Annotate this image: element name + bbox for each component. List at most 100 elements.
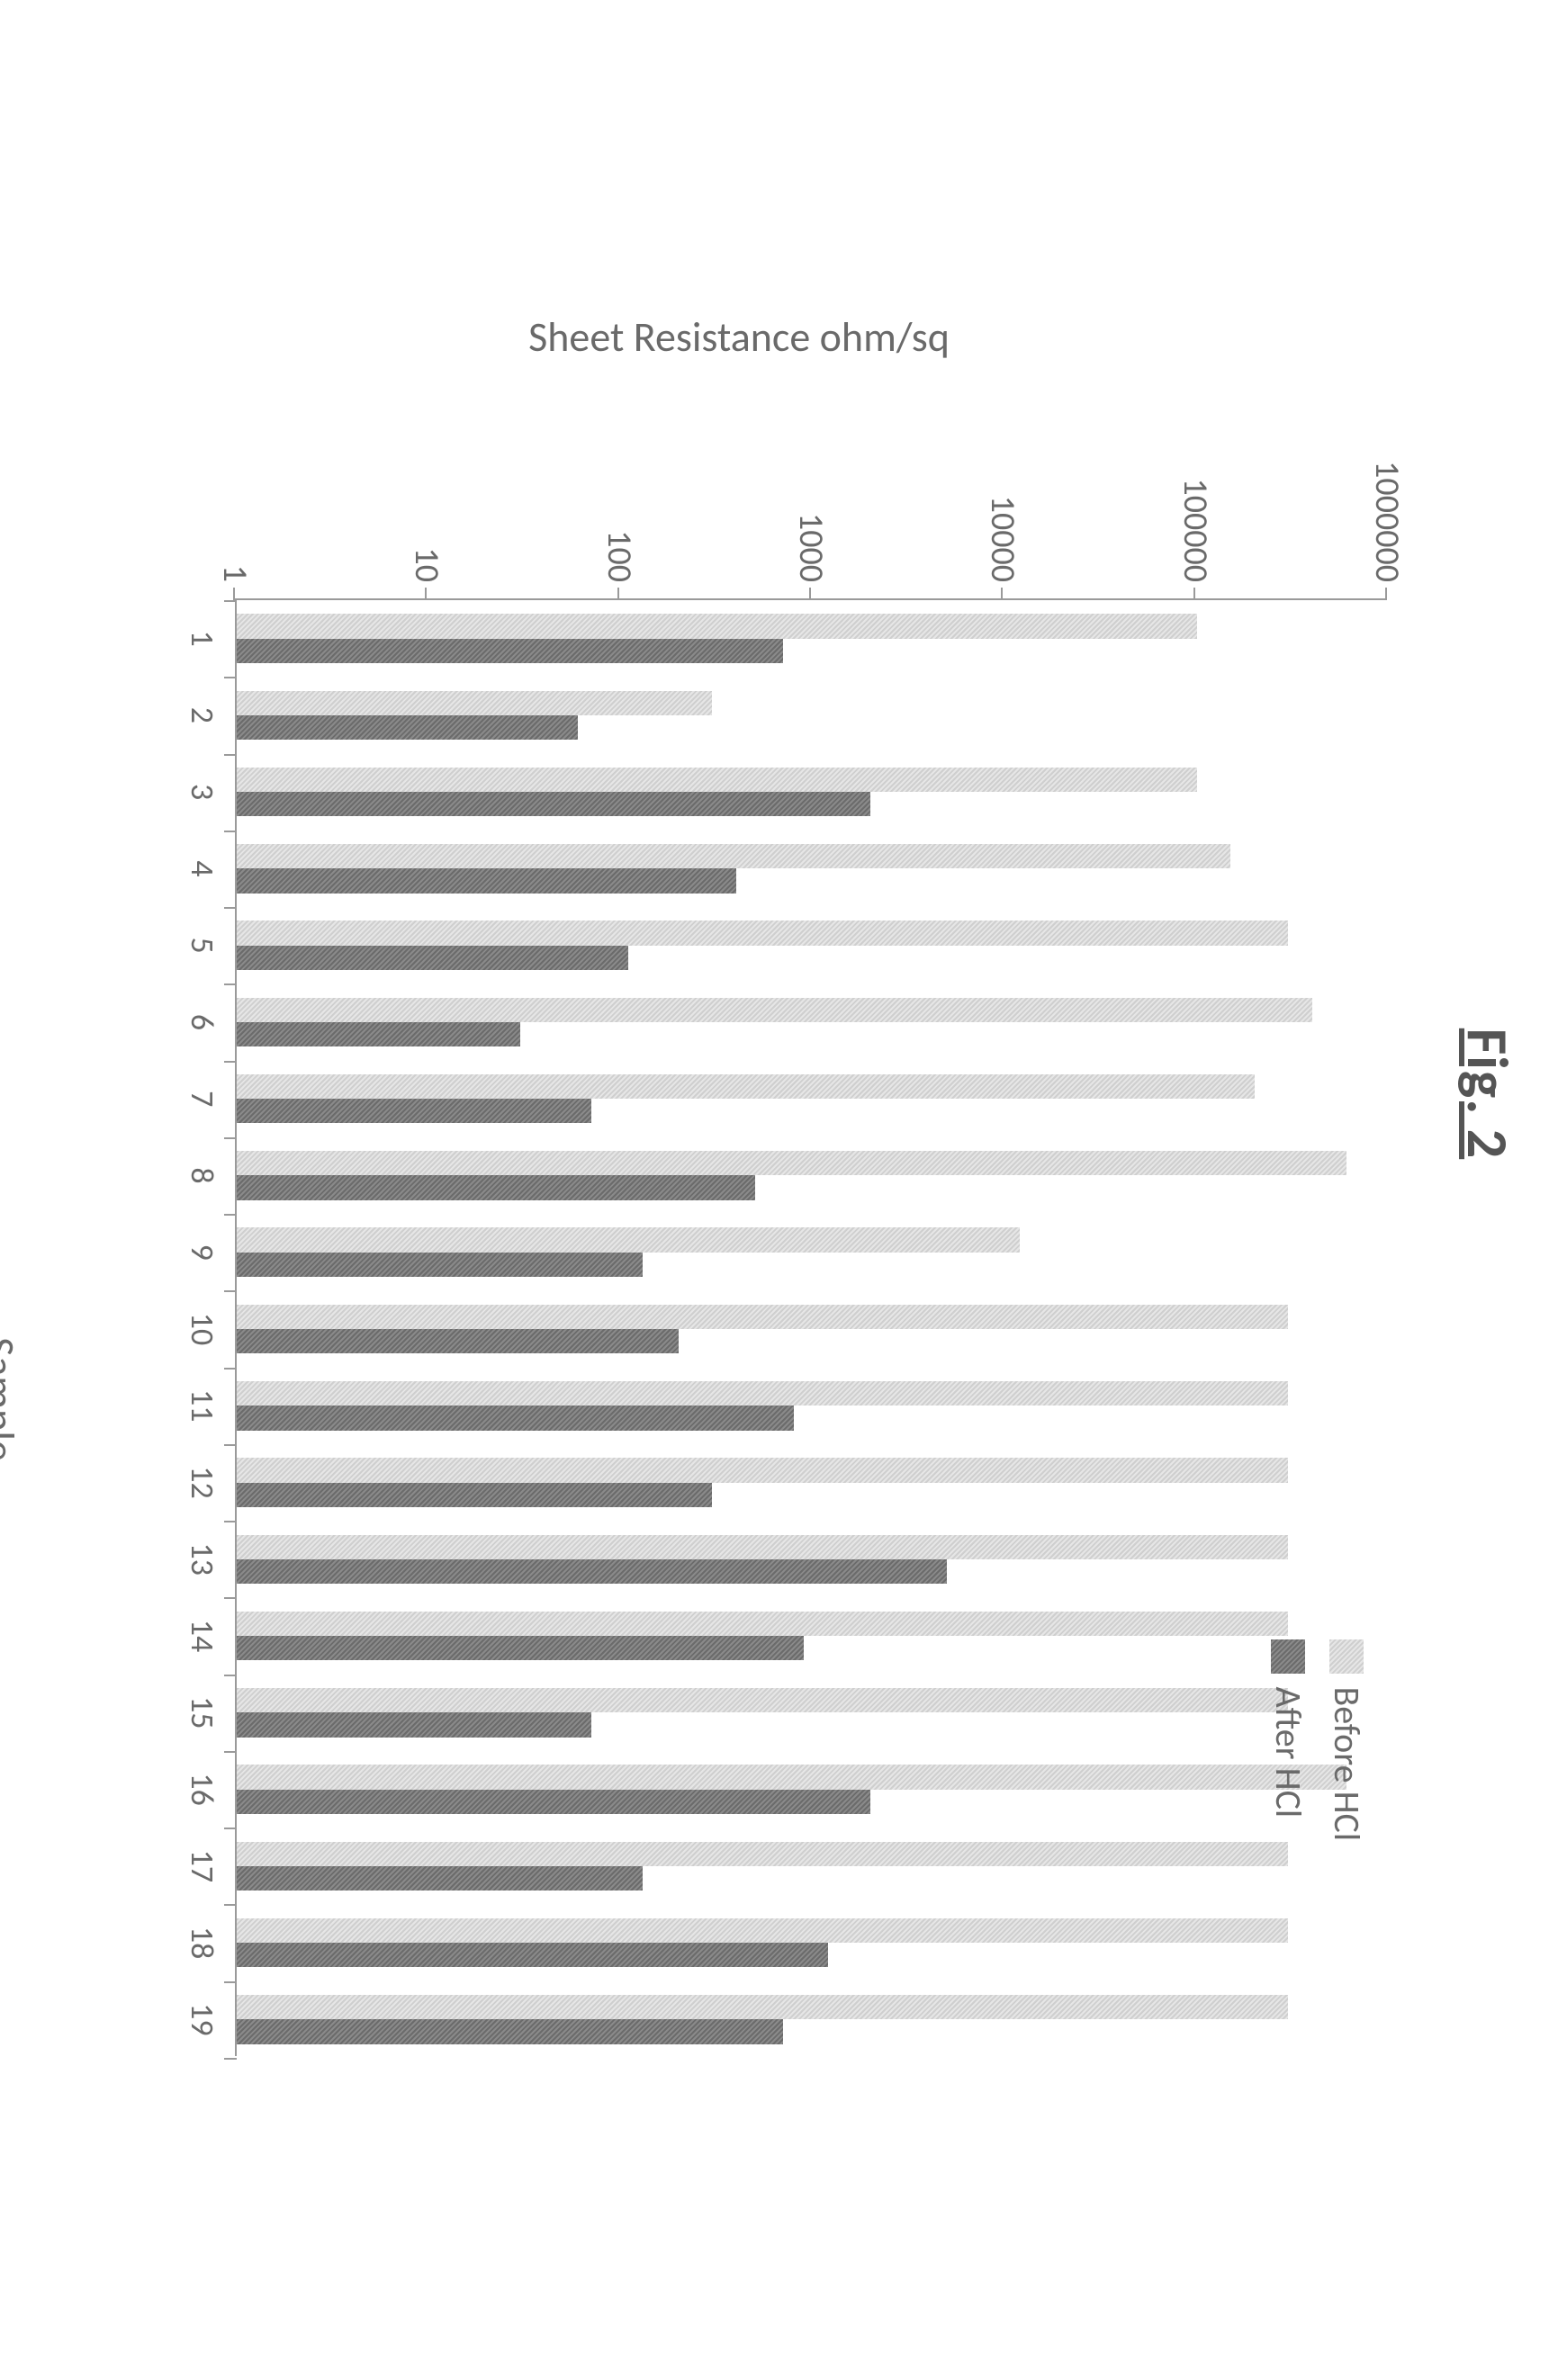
- x-tick-label: 18: [183, 1926, 222, 1959]
- bar-before: [237, 1073, 1255, 1098]
- x-axis-label: Sample: [0, 1337, 24, 1461]
- x-tick: [224, 1443, 237, 1445]
- x-tick-label: 12: [183, 1466, 222, 1499]
- x-tick: [224, 1214, 237, 1216]
- x-tick-label: 8: [183, 1167, 222, 1183]
- bar-after: [237, 1943, 828, 1967]
- y-tick-label: 100: [599, 530, 640, 582]
- chart-frame: Sheet Resistance ohm/sq Sample 110100100…: [91, 418, 1387, 2380]
- page: Fig. 2 Sheet Resistance ohm/sq Sample 11…: [0, 0, 1567, 2187]
- bar-after: [237, 792, 870, 816]
- bar-after: [237, 638, 783, 662]
- bar-after: [237, 1482, 712, 1506]
- x-tick-label: 16: [183, 1773, 222, 1806]
- bar-before: [237, 1458, 1288, 1482]
- y-tick: [617, 588, 619, 600]
- x-tick: [224, 1290, 237, 1292]
- legend-swatch-icon: [1330, 1639, 1364, 1674]
- bar-after: [237, 2019, 783, 2043]
- bar-before: [237, 997, 1312, 1021]
- y-tick-label: 1000000: [1366, 461, 1408, 582]
- bar-before: [237, 1380, 1288, 1405]
- bar-before: [237, 1688, 1288, 1712]
- bar-before: [237, 614, 1197, 638]
- y-tick: [233, 588, 235, 600]
- y-axis-label: Sheet Resistance ohm/sq: [528, 312, 950, 363]
- bar-after: [237, 868, 736, 893]
- plot-area: 1101001000100001000001000000123456789101…: [235, 598, 1387, 2056]
- x-tick-label: 10: [183, 1312, 222, 1345]
- x-tick-label: 6: [183, 1013, 222, 1029]
- bar-after: [237, 1636, 804, 1660]
- x-tick-label: 15: [183, 1696, 222, 1729]
- y-tick: [809, 588, 811, 600]
- bar-after: [237, 1252, 643, 1276]
- bar-after: [237, 1099, 591, 1123]
- legend: Before HCl After HCl: [1252, 1639, 1369, 1841]
- x-tick-label: 4: [183, 860, 222, 876]
- bar-before: [237, 690, 712, 714]
- bar-after: [237, 1865, 643, 1890]
- rotated-canvas: Fig. 2 Sheet Resistance ohm/sq Sample 11…: [0, 310, 1567, 1877]
- y-tick: [1385, 588, 1387, 600]
- bar-before: [237, 1765, 1346, 1789]
- x-tick-label: 11: [183, 1389, 222, 1423]
- bar-after: [237, 1712, 591, 1737]
- x-tick: [224, 1980, 237, 1982]
- x-tick: [224, 677, 237, 678]
- x-tick-label: 19: [183, 2003, 222, 2036]
- x-tick: [224, 1674, 237, 1675]
- bar-before: [237, 767, 1197, 791]
- x-tick: [224, 1750, 237, 1752]
- bar-before: [237, 1611, 1288, 1635]
- x-tick: [224, 1367, 237, 1369]
- x-tick: [224, 830, 237, 831]
- x-tick-label: 9: [183, 1244, 222, 1260]
- bar-after: [237, 1789, 870, 1813]
- x-tick-label: 14: [183, 1619, 222, 1652]
- bar-before: [237, 921, 1288, 945]
- x-tick-label: 5: [183, 937, 222, 953]
- legend-item-after: After HCl: [1266, 1639, 1310, 1841]
- y-tick: [1001, 588, 1003, 600]
- bar-after: [237, 1175, 755, 1199]
- x-tick-label: 7: [183, 1091, 222, 1107]
- y-tick-label: 10000: [982, 495, 1023, 581]
- legend-swatch-icon: [1272, 1639, 1306, 1674]
- x-tick: [224, 1136, 237, 1138]
- x-tick: [224, 2058, 237, 2060]
- bar-before: [237, 844, 1230, 868]
- bar-before: [237, 1917, 1288, 1942]
- y-tick: [1193, 588, 1195, 600]
- x-tick-label: 17: [183, 1849, 222, 1882]
- y-tick-label: 100000: [1175, 478, 1216, 582]
- x-tick: [224, 1521, 237, 1522]
- bar-before: [237, 1841, 1288, 1865]
- y-tick-label: 1000: [790, 512, 832, 581]
- bar-after: [237, 945, 628, 969]
- x-tick-label: 2: [183, 706, 222, 723]
- bar-after: [237, 714, 578, 739]
- x-tick: [224, 1060, 237, 1062]
- x-tick: [224, 753, 237, 755]
- x-tick-label: 13: [183, 1542, 222, 1576]
- x-tick: [224, 1904, 237, 1906]
- x-tick: [224, 600, 237, 602]
- bar-before: [237, 1534, 1288, 1558]
- x-tick: [224, 907, 237, 909]
- figure-title: Fig. 2: [1452, 1028, 1522, 1158]
- bar-before: [237, 1304, 1288, 1328]
- bar-after: [237, 1406, 794, 1430]
- bar-after: [237, 1021, 520, 1046]
- bar-before: [237, 1151, 1346, 1175]
- x-tick: [224, 983, 237, 985]
- bar-before: [237, 1227, 1020, 1252]
- legend-label: After HCl: [1266, 1686, 1310, 1818]
- bar-before: [237, 1995, 1288, 2019]
- y-tick-label: 10: [406, 547, 447, 582]
- bar-after: [237, 1329, 679, 1353]
- y-tick: [425, 588, 427, 600]
- legend-item-before: Before HCl: [1325, 1639, 1369, 1841]
- y-tick-label: 1: [214, 564, 256, 581]
- legend-label: Before HCl: [1325, 1686, 1369, 1841]
